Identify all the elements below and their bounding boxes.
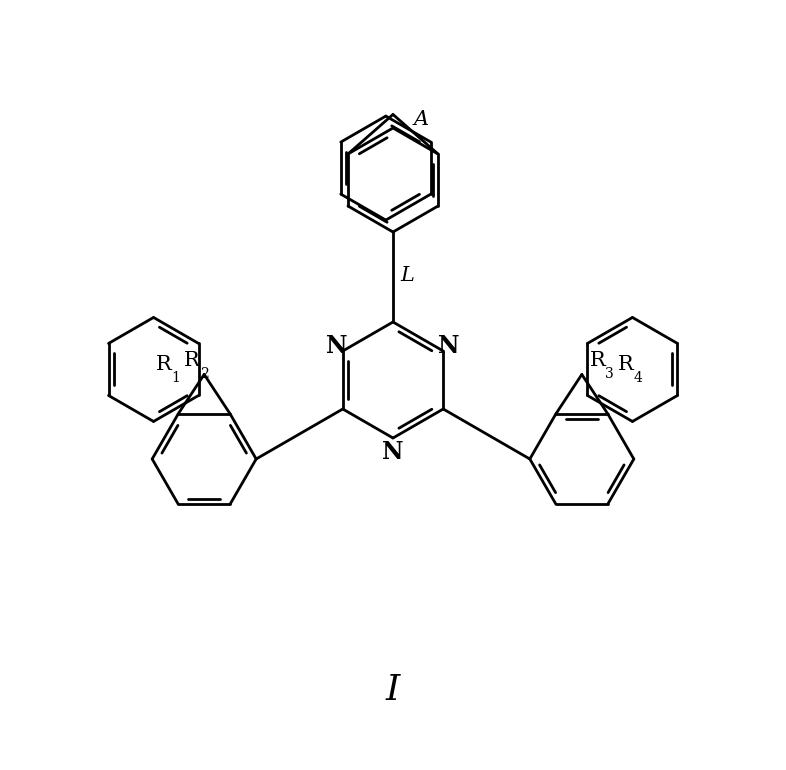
- Text: N: N: [326, 334, 347, 358]
- Text: A: A: [413, 110, 428, 129]
- Text: 3: 3: [605, 367, 614, 381]
- Text: N: N: [439, 334, 460, 358]
- Text: R: R: [184, 351, 200, 370]
- Text: 1: 1: [171, 371, 181, 386]
- Text: I: I: [386, 673, 400, 707]
- Text: 4: 4: [634, 371, 642, 386]
- Text: R: R: [590, 351, 606, 370]
- Text: 2: 2: [200, 367, 208, 381]
- Text: R: R: [618, 355, 634, 374]
- Text: L: L: [400, 266, 414, 284]
- Text: N: N: [382, 440, 404, 464]
- Text: R: R: [156, 355, 172, 374]
